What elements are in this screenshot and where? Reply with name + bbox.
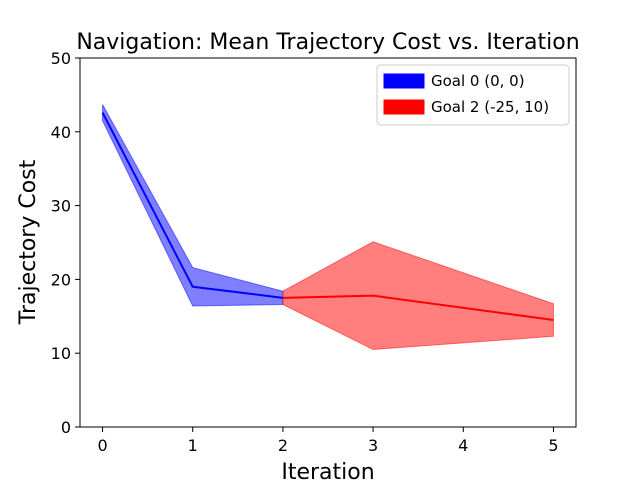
x-tick-label: 4 xyxy=(458,436,468,455)
mean-line-series-1 xyxy=(282,294,554,321)
legend: Goal 0 (0, 0) Goal 2 (-25, 10) xyxy=(376,64,570,126)
legend-swatch-goal-2 xyxy=(383,99,425,115)
legend-label-goal-2: Goal 2 (-25, 10) xyxy=(431,98,549,116)
y-axis-label: Trajectory Cost xyxy=(16,159,41,325)
y-tick-label: 20 xyxy=(51,270,71,289)
confidence-bands xyxy=(102,104,554,351)
y-tick-label: 10 xyxy=(51,344,71,363)
legend-label-goal-0: Goal 0 (0, 0) xyxy=(431,72,525,90)
legend-frame xyxy=(376,64,570,126)
y-tick-label: 40 xyxy=(51,123,71,142)
x-tick-label: 0 xyxy=(97,436,107,455)
x-tick-label: 1 xyxy=(188,436,198,455)
mean-line-series-0 xyxy=(101,112,284,299)
x-axis-ticks: 0 1 2 3 4 5 xyxy=(97,427,559,455)
y-tick-label: 30 xyxy=(51,197,71,216)
chart-title: Navigation: Mean Trajectory Cost vs. Ite… xyxy=(76,30,579,55)
x-tick-label: 3 xyxy=(368,436,378,455)
series-lines xyxy=(101,112,554,321)
confidence-band-series-1 xyxy=(282,241,554,351)
x-tick-label: 2 xyxy=(278,436,288,455)
x-axis-label: Iteration xyxy=(281,460,374,480)
y-tick-label: 0 xyxy=(61,418,71,437)
x-tick-label: 5 xyxy=(548,436,558,455)
y-axis-ticks: 0 10 20 30 40 50 xyxy=(51,49,80,437)
plot-area-frame xyxy=(79,57,577,428)
legend-swatch-goal-0 xyxy=(383,73,425,89)
y-tick-label: 50 xyxy=(51,49,71,68)
